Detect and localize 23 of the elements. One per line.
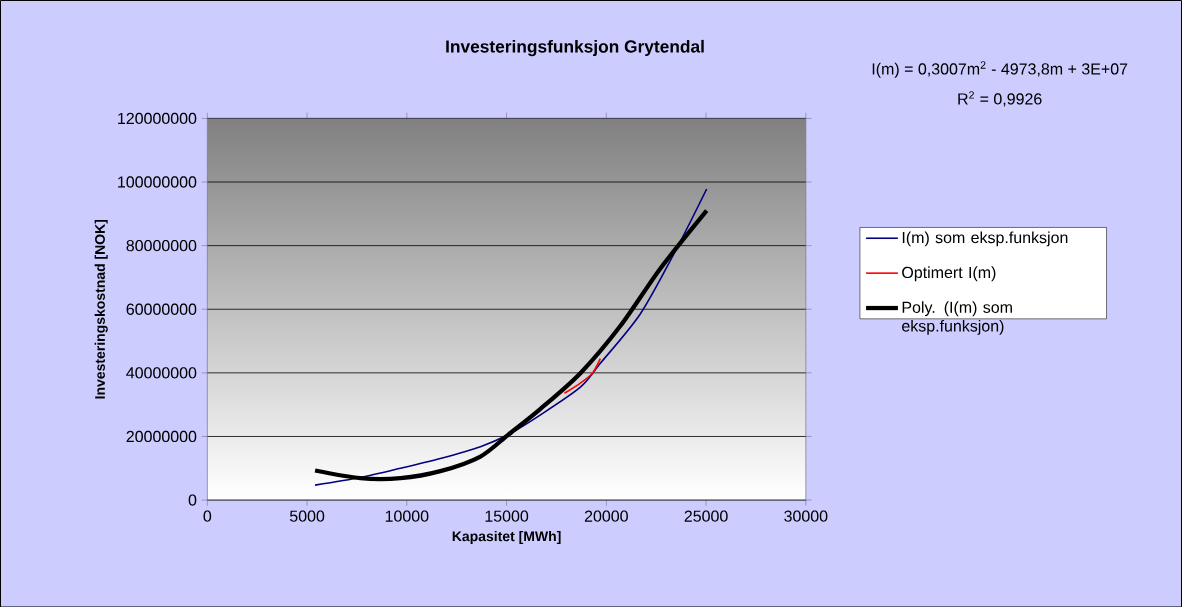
y-tick-label: 100000000: [118, 176, 197, 188]
x-tick-label: 20000: [584, 510, 628, 522]
text: I(m) = 0,3007m$^{2}$ - 4973,8m + 3E+07: [872, 60, 1128, 78]
y-tick-label: 40000000: [126, 366, 197, 379]
y-tick-label: 120000000: [118, 112, 197, 124]
x-tick-label: 15000: [485, 510, 529, 522]
x-tick-label: 10000: [385, 510, 429, 522]
legend-label: I(m) som eksp.funksjon: [902, 231, 1068, 247]
x-tick-label: 5000: [289, 510, 325, 522]
line-series: [563, 357, 602, 394]
text: R$^{2}$ = 0,9926: [958, 90, 1042, 107]
x-tick-label: 0: [203, 510, 212, 522]
legend-label: Optimert I(m): [902, 266, 996, 282]
x-axis-title: Kapasitet [MWh]: [452, 530, 561, 544]
y-tick-label: 20000000: [126, 430, 197, 442]
y-tick-label: 0: [188, 494, 197, 506]
y-tick-label: 80000000: [126, 239, 197, 252]
chart-title: Investeringsfunksjon Grytendal: [446, 39, 704, 56]
x-tick-label: 30000: [784, 510, 828, 522]
x-tick-label: 25000: [684, 510, 728, 522]
y-tick-label: 60000000: [126, 303, 197, 315]
legend-label: Poly. (I(m) som eksp.funksjon): [902, 301, 1012, 335]
y-axis-title: Investeringskostnad [NOK]: [94, 219, 108, 399]
